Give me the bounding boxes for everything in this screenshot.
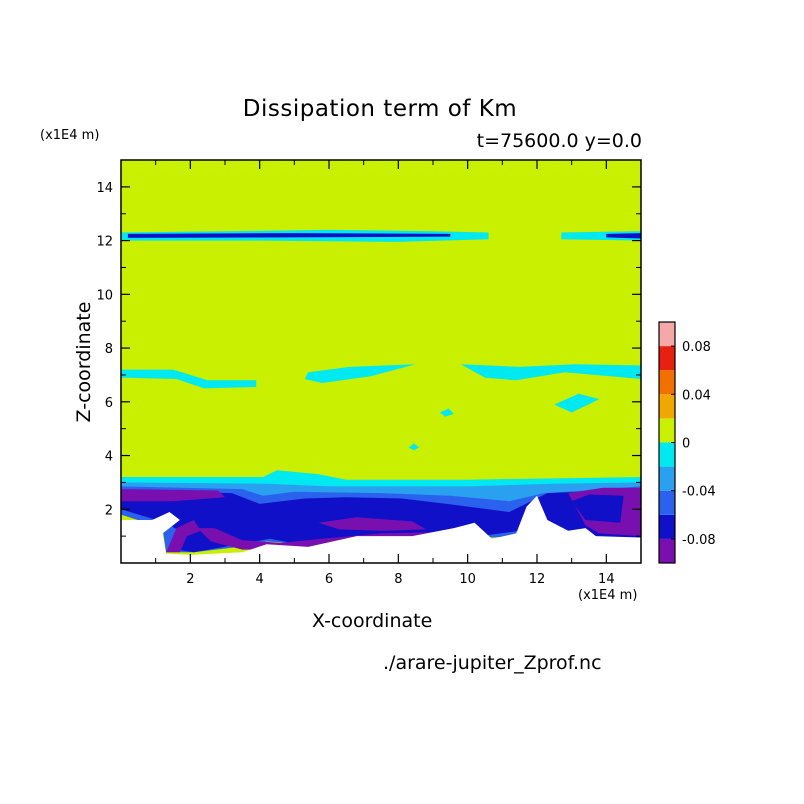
y-tick-label: 14 (96, 181, 113, 196)
colorbar: -0.08 -0.04 0 0.04 0.08 (658, 321, 716, 564)
contour-region (121, 489, 225, 502)
colorbar-tick-label: -0.08 (682, 533, 716, 548)
contour-region (571, 494, 624, 523)
x-axis-unit: (x1E4 m) (578, 588, 638, 603)
colorbar-segment (659, 538, 675, 563)
contour-region (318, 517, 427, 531)
colorbar-tick-label: 0 (682, 437, 690, 452)
x-axis-label: X-coordinate (312, 610, 433, 632)
contour-region (121, 495, 641, 563)
colorbar-segment (659, 394, 675, 419)
colorbar-segment (659, 418, 675, 443)
x-tick-label: 8 (394, 572, 402, 587)
contour-region (554, 393, 600, 413)
plot-area (121, 160, 641, 563)
colorbar-segment (659, 346, 675, 371)
contour-region (606, 233, 641, 239)
colorbar-segment (659, 490, 675, 515)
y-tick-label: 2 (105, 503, 113, 518)
y-tick-label: 12 (96, 235, 113, 250)
y-axis-unit: (x1E4 m) (40, 128, 100, 143)
x-tick-label: 4 (256, 572, 264, 587)
contour-region (408, 443, 420, 451)
colorbar-segment (659, 322, 675, 347)
contour-region (561, 231, 641, 241)
source-file-label: ./arare-jupiter_Zprof.nc (383, 652, 602, 674)
contour-region (127, 233, 451, 238)
colorbar-tick-label: -0.04 (682, 485, 716, 500)
colorbar-segment (659, 466, 675, 491)
y-tick-label: 4 (105, 450, 113, 465)
colorbar-segment (659, 442, 675, 467)
x-tick-label: 10 (459, 572, 476, 587)
colorbar-tick-label: 0.04 (682, 388, 711, 403)
y-tick-label: 6 (105, 396, 113, 411)
plot-frame (120, 159, 642, 564)
y-tick-label: 10 (96, 288, 113, 303)
chart-title: Dissipation term of Km (242, 96, 518, 122)
contour-region (304, 364, 416, 383)
x-tick-label: 14 (598, 572, 615, 587)
axes: 2 4 6 8 10 12 14 2 4 6 8 10 12 14 (96, 159, 642, 587)
contour-region (121, 369, 257, 389)
contour-region (166, 520, 201, 553)
contour-region (439, 408, 454, 417)
contour-region (197, 528, 472, 550)
colorbar-tick-label: 0.08 (682, 340, 711, 355)
colorbar-segment (659, 370, 675, 395)
x-tick-label: 12 (529, 572, 546, 587)
x-tick-label: 6 (325, 572, 333, 587)
x-tick-label: 2 (186, 572, 194, 587)
colorbar-segment (659, 514, 675, 539)
y-tick-label: 8 (105, 342, 113, 357)
contour-region (460, 364, 641, 381)
chart-subtitle: t=75600.0 y=0.0 (476, 130, 642, 152)
